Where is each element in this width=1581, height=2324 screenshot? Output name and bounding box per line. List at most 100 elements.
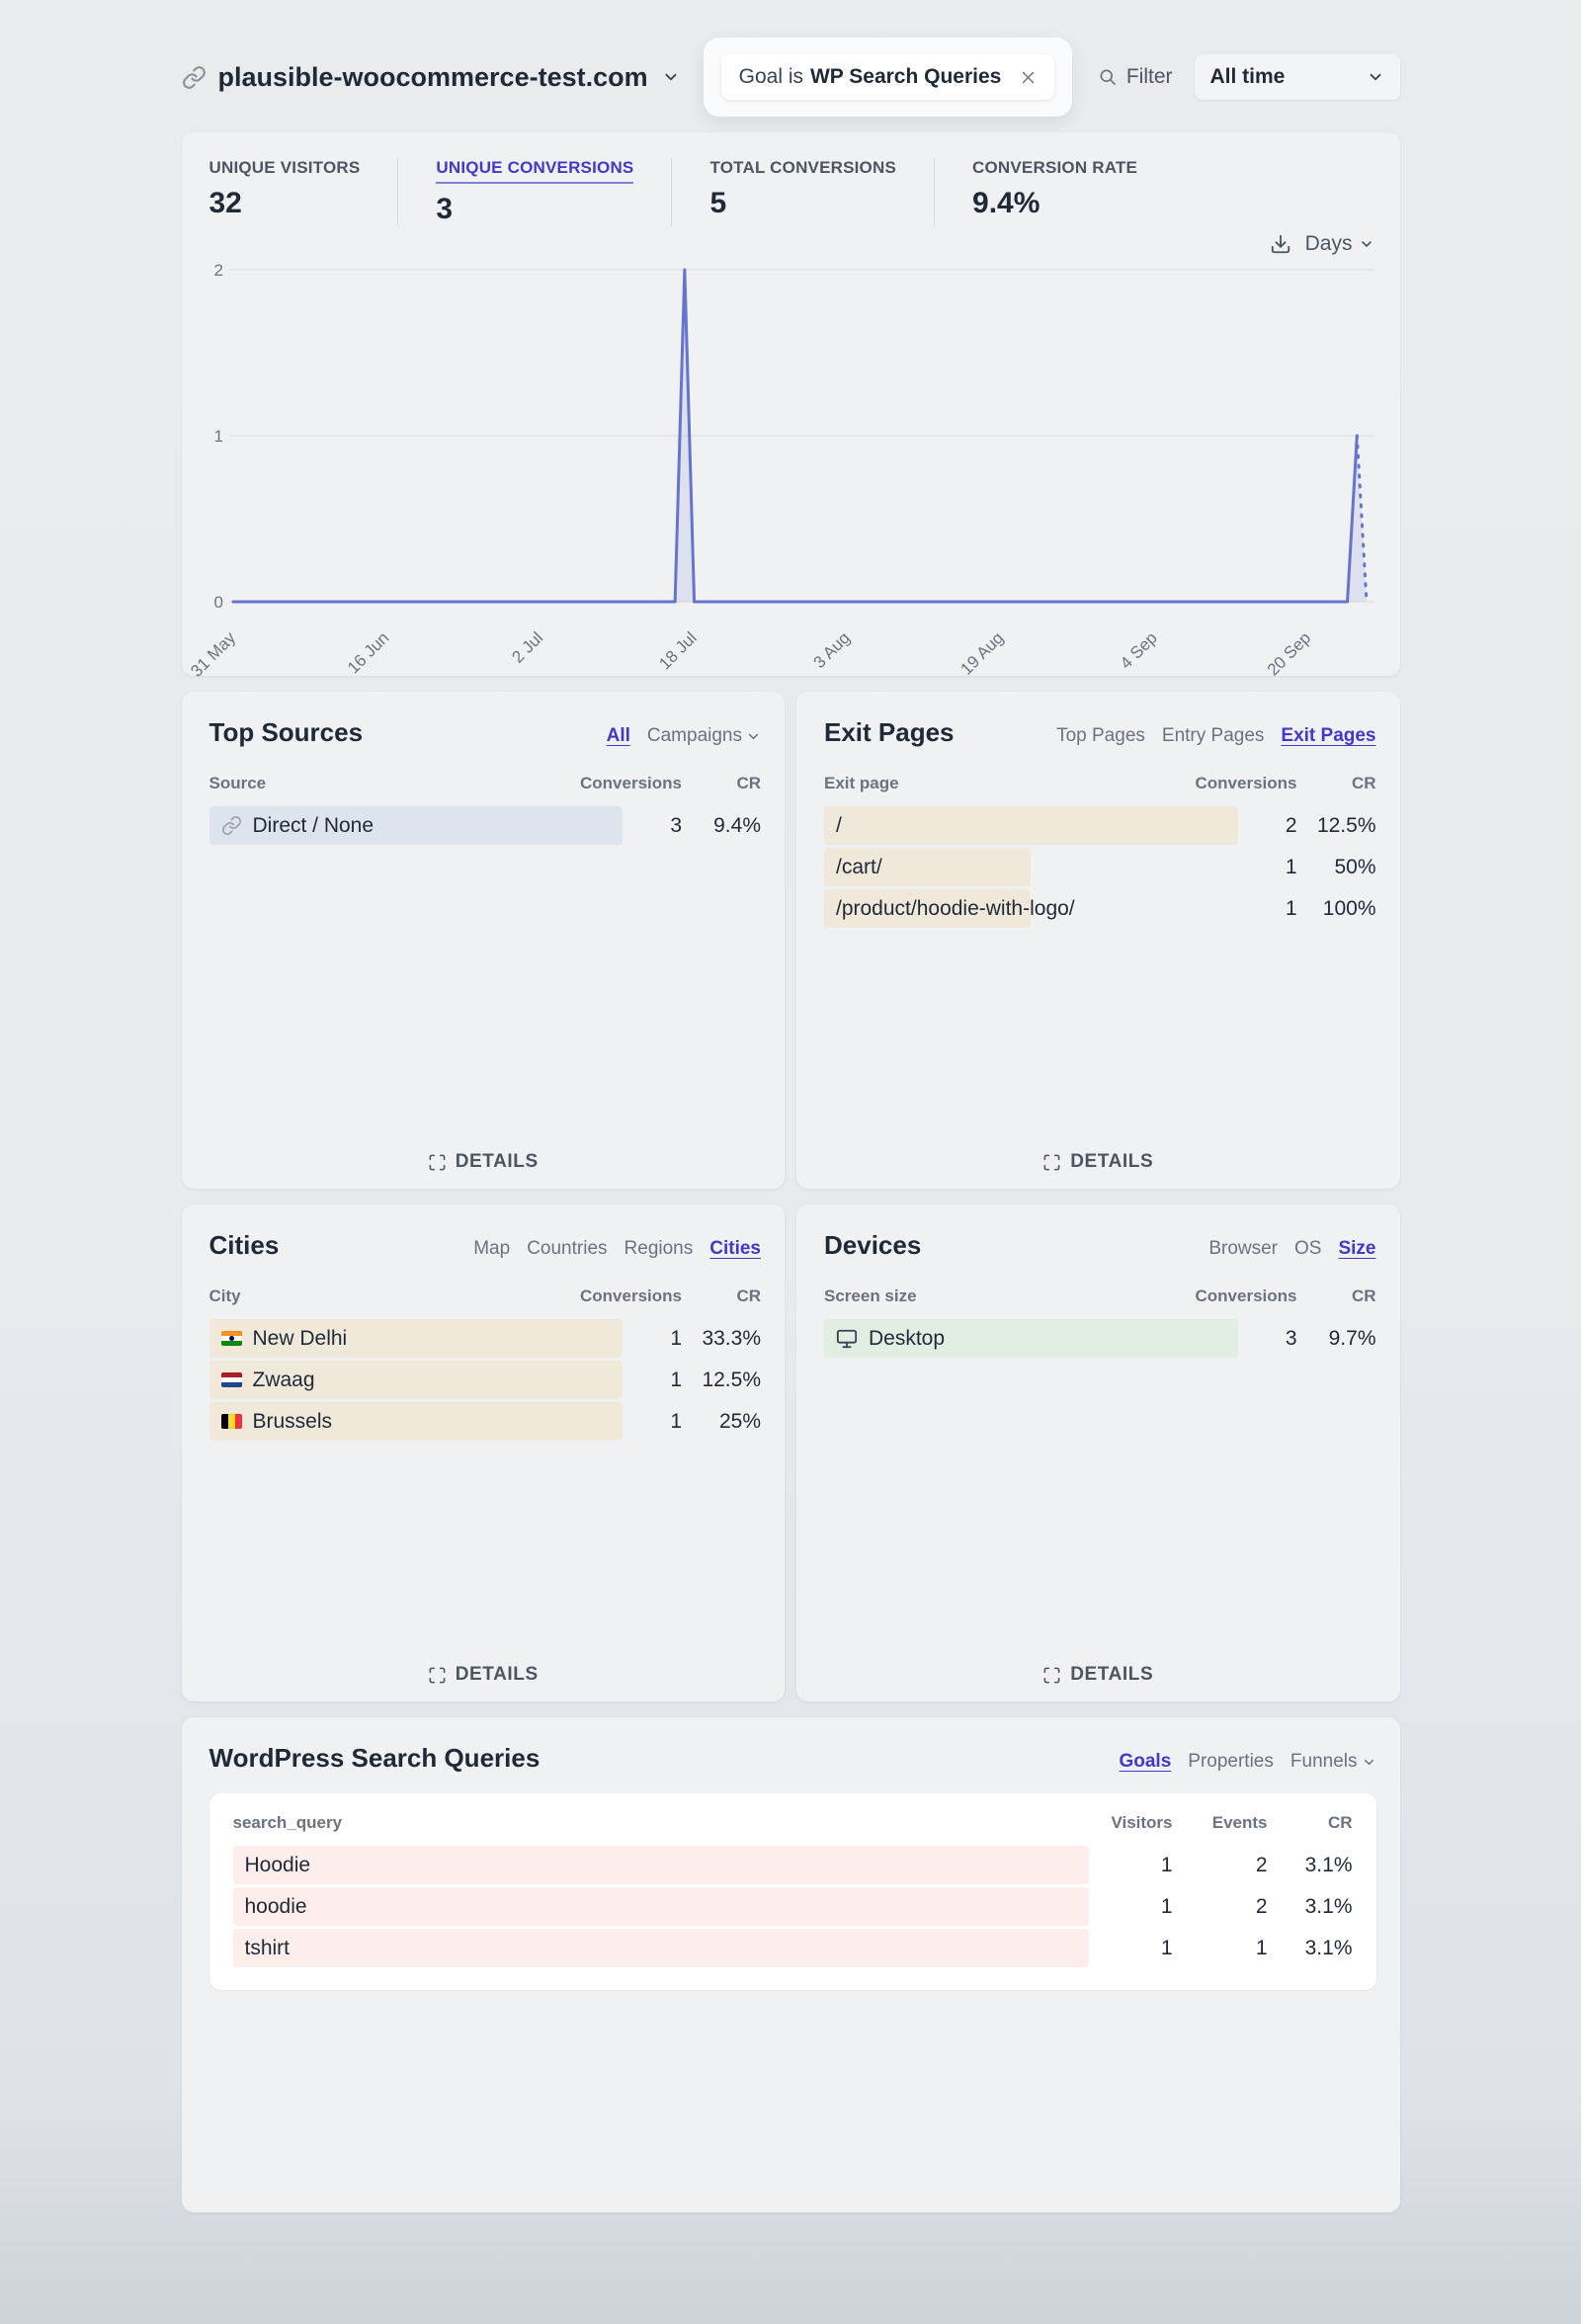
date-range-picker[interactable]: All time: [1194, 54, 1400, 100]
dashboard-page: plausible-woocommerce-test.com Goal is W…: [181, 0, 1400, 2212]
table-column-headers: City Conversions CR: [209, 1286, 762, 1306]
search-queries-table: search_query Visitors Events CR Hoodie 1 2 3.1%…: [208, 1793, 1376, 1990]
row-value: 1: [1255, 1936, 1268, 1959]
filter-label: Filter: [1125, 65, 1173, 88]
row-bar: [824, 1319, 1238, 1358]
tab-os[interactable]: OS: [1294, 1238, 1322, 1259]
filter-button[interactable]: Filter: [1098, 65, 1173, 89]
table-row-direct-none[interactable]: Direct / None 3 9.4%: [208, 806, 761, 845]
metric-conversion-rate[interactable]: CONVERSION RATE 9.4%: [934, 158, 1175, 226]
row-cr: 100%: [1322, 896, 1376, 920]
panel-tabs: Top Pages Entry Pages Exit Pages: [1056, 725, 1375, 747]
row-value: 2: [1285, 813, 1297, 837]
tab-top-pages[interactable]: Top Pages: [1056, 725, 1145, 746]
row-name: /cart/: [836, 855, 882, 878]
row-value: 3: [670, 813, 682, 837]
row-value: 1: [670, 1326, 682, 1350]
x-axis-label: 2 Jul: [508, 627, 546, 667]
tab-properties[interactable]: Properties: [1188, 1751, 1274, 1772]
tab-cities[interactable]: Cities: [709, 1238, 761, 1259]
row-bar: [232, 1846, 1090, 1884]
details-button[interactable]: DETAILS: [1042, 1664, 1153, 1686]
tab-goals[interactable]: Goals: [1119, 1751, 1172, 1772]
panel-header: Top Sources All Campaigns: [209, 717, 762, 748]
row-name: /product/hoodie-with-logo/: [836, 896, 1075, 920]
table-row-new-delhi[interactable]: New Delhi 1 33.3%: [208, 1319, 761, 1358]
row-value: 2: [1255, 1894, 1268, 1918]
goal-filter-value: WP Search Queries: [809, 65, 1002, 88]
table-row-hoodie[interactable]: hoodie 1 2 3.1%: [232, 1887, 1353, 1926]
row-bar: [208, 1402, 624, 1441]
column-header-conversions: Conversions: [580, 1286, 682, 1305]
interval-label: Days: [1304, 232, 1353, 255]
row-name: Direct / None: [252, 813, 374, 837]
table-row-tshirt[interactable]: tshirt 1 1 3.1%: [232, 1929, 1353, 1967]
close-icon[interactable]: [1020, 69, 1037, 86]
table-row-zwaag[interactable]: Zwaag 1 12.5%: [208, 1361, 761, 1399]
row-value: 2: [1255, 1853, 1268, 1876]
table-row-product-hoodie-with-logo[interactable]: /product/hoodie-with-logo/1 100%: [824, 889, 1376, 928]
interval-picker[interactable]: Days: [1305, 232, 1374, 256]
details-button[interactable]: DETAILS: [1042, 1151, 1153, 1173]
panel-tabs: Browser OS Size: [1208, 1238, 1375, 1260]
goal-filter-prefix: Goal is: [738, 65, 803, 88]
flag-in-icon: [220, 1331, 242, 1346]
table-rows: New Delhi 1 33.3% Zwaag 1 12.5% Brussels 1 25%: [208, 1319, 761, 1441]
panel-tabs: Map Countries Regions Cities: [473, 1238, 761, 1260]
row-value: 1: [1160, 1894, 1173, 1918]
table-row-hoodie[interactable]: Hoodie 1 2 3.1%: [232, 1846, 1353, 1884]
tab-exit-pages[interactable]: Exit Pages: [1281, 725, 1376, 746]
desktop-icon: [836, 1328, 858, 1350]
panel-top-sources: Top Sources All Campaigns Source Conversions…: [181, 692, 785, 1189]
panel-tabs: All Campaigns: [607, 725, 761, 747]
row-label: Desktop: [824, 1327, 1191, 1351]
row-name: Desktop: [869, 1326, 946, 1350]
row-bar: [208, 806, 624, 845]
table-row-desktop[interactable]: Desktop 3 9.7%: [824, 1319, 1376, 1358]
x-axis-label: 4 Sep: [1117, 627, 1162, 673]
graph-controls: Days: [209, 228, 1374, 260]
column-header-conversions: Conversions: [1195, 1286, 1297, 1305]
details-label: DETAILS: [1070, 1664, 1154, 1685]
site-switcher[interactable]: plausible-woocommerce-test.com: [182, 62, 680, 93]
row-label: Direct / None: [209, 814, 576, 838]
flag-nl-icon: [220, 1372, 242, 1387]
panel-title: Cities: [208, 1230, 280, 1260]
metric-total-conversions[interactable]: TOTAL CONVERSIONS 5: [671, 158, 934, 226]
row-label: hoodie: [233, 1895, 1078, 1919]
table-rows: Direct / None 3 9.4%: [208, 806, 761, 845]
tab-regions[interactable]: Regions: [624, 1238, 694, 1259]
goal-filter-pill[interactable]: Goal is WP Search Queries: [720, 54, 1055, 100]
tab-map[interactable]: Map: [473, 1238, 511, 1259]
panel-exit-pages: Exit Pages Top Pages Entry Pages Exit Pages…: [796, 692, 1400, 1189]
panel-header: Cities Map Countries Regions Cities: [209, 1230, 762, 1261]
table-row-[interactable]: / 2 12.5%: [824, 806, 1376, 845]
table-row-brussels[interactable]: Brussels 1 25%: [208, 1402, 761, 1441]
expand-icon: [1042, 1153, 1061, 1172]
details-button[interactable]: DETAILS: [428, 1151, 539, 1173]
tab-browser[interactable]: Browser: [1208, 1238, 1279, 1259]
metric-unique-visitors[interactable]: UNIQUE VISITORS 32: [209, 158, 398, 226]
row-value: 1: [1285, 855, 1297, 878]
chevron-down-icon: [1367, 68, 1384, 86]
tab-campaigns[interactable]: Campaigns: [647, 725, 761, 747]
tab-all[interactable]: All: [606, 725, 630, 746]
row-name: Hoodie: [244, 1853, 311, 1876]
download-icon[interactable]: [1270, 233, 1291, 255]
tab-entry-pages[interactable]: Entry Pages: [1161, 725, 1265, 746]
column-header-cr: CR: [1351, 774, 1376, 792]
details-button[interactable]: DETAILS: [428, 1664, 539, 1686]
svg-text:2: 2: [213, 262, 222, 280]
metric-label: UNIQUE CONVERSIONS: [436, 158, 634, 184]
tab-countries[interactable]: Countries: [527, 1238, 608, 1259]
filter-bar: Goal is WP Search Queries: [703, 38, 1073, 117]
tab-funnels[interactable]: Funnels: [1290, 1751, 1376, 1773]
column-header-cr: CR: [736, 1286, 761, 1305]
row-label: tshirt: [233, 1937, 1078, 1960]
table-row-cart[interactable]: /cart/1 50%: [824, 848, 1376, 886]
metric-unique-conversions[interactable]: UNIQUE CONVERSIONS 3: [397, 158, 671, 226]
tab-size[interactable]: Size: [1338, 1238, 1376, 1259]
row-value: 1: [670, 1368, 682, 1391]
column-header-source: Source: [208, 774, 267, 792]
svg-text:0: 0: [213, 593, 222, 610]
